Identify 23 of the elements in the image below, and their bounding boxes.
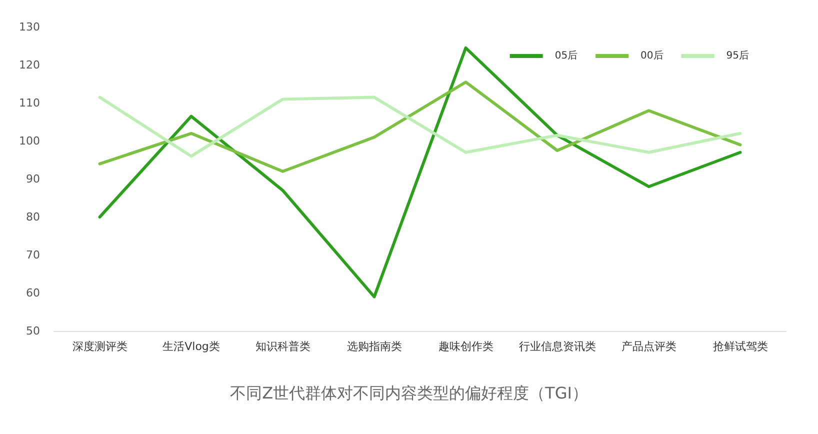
y-tick-label: 70 [26, 248, 40, 262]
legend-label: 95后 [726, 50, 750, 62]
x-tick-label: 行业信息资讯类 [518, 340, 596, 353]
x-tick-label: 生活Vlog类 [162, 340, 220, 353]
x-tick-label: 知识科普类 [255, 340, 310, 353]
x-tick-label: 趣味创作类 [438, 340, 494, 353]
y-tick-label: 50 [26, 324, 40, 338]
y-tick-label: 90 [26, 172, 40, 186]
y-tick-label: 80 [26, 210, 40, 224]
x-tick-label: 产品点评类 [621, 340, 676, 353]
x-tick-label: 选购指南类 [346, 340, 402, 353]
line-series [98, 96, 742, 158]
x-tick-label: 深度测评类 [72, 340, 128, 353]
y-tick-label: 130 [19, 20, 40, 34]
y-tick-label: 100 [19, 134, 40, 148]
legend-label: 05后 [554, 50, 578, 62]
y-tick-label: 110 [19, 96, 40, 110]
text: 不同Z世代群体对不同内容类型的偏好程度（TGI） [230, 384, 588, 402]
legend-label: 00后 [640, 50, 664, 62]
line-series [98, 80, 742, 173]
y-tick-label: 60 [26, 286, 40, 300]
x-tick-label: 抢鲜试驾类 [712, 340, 768, 353]
y-tick-label: 120 [19, 58, 40, 72]
